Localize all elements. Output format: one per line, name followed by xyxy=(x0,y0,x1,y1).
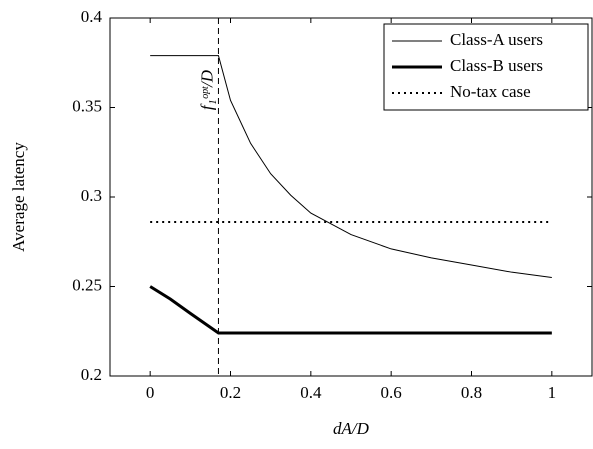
y-tick-label: 0.2 xyxy=(81,365,102,384)
x-tick-label: 0.8 xyxy=(461,383,482,402)
x-tick-label: 1 xyxy=(548,383,557,402)
legend-label: No-tax case xyxy=(450,82,531,101)
legend-label: Class-B users xyxy=(450,56,543,75)
annotation-label: f₁ᵒᵖᵗ/D xyxy=(197,69,216,110)
x-tick-label: 0.2 xyxy=(220,383,241,402)
y-tick-label: 0.3 xyxy=(81,186,102,205)
y-axis-label: Average latency xyxy=(9,142,28,252)
series-line xyxy=(150,55,552,279)
x-tick-label: 0 xyxy=(146,383,155,402)
x-tick-label: 0.4 xyxy=(300,383,322,402)
series-line xyxy=(149,285,552,335)
y-tick-label: 0.35 xyxy=(72,96,102,115)
y-tick-label: 0.25 xyxy=(72,275,102,294)
legend-label: Class-A users xyxy=(450,30,543,49)
y-tick-label: 0.4 xyxy=(81,7,103,26)
x-tick-label: 0.6 xyxy=(381,383,402,402)
x-axis-label: dA/D xyxy=(333,419,370,438)
